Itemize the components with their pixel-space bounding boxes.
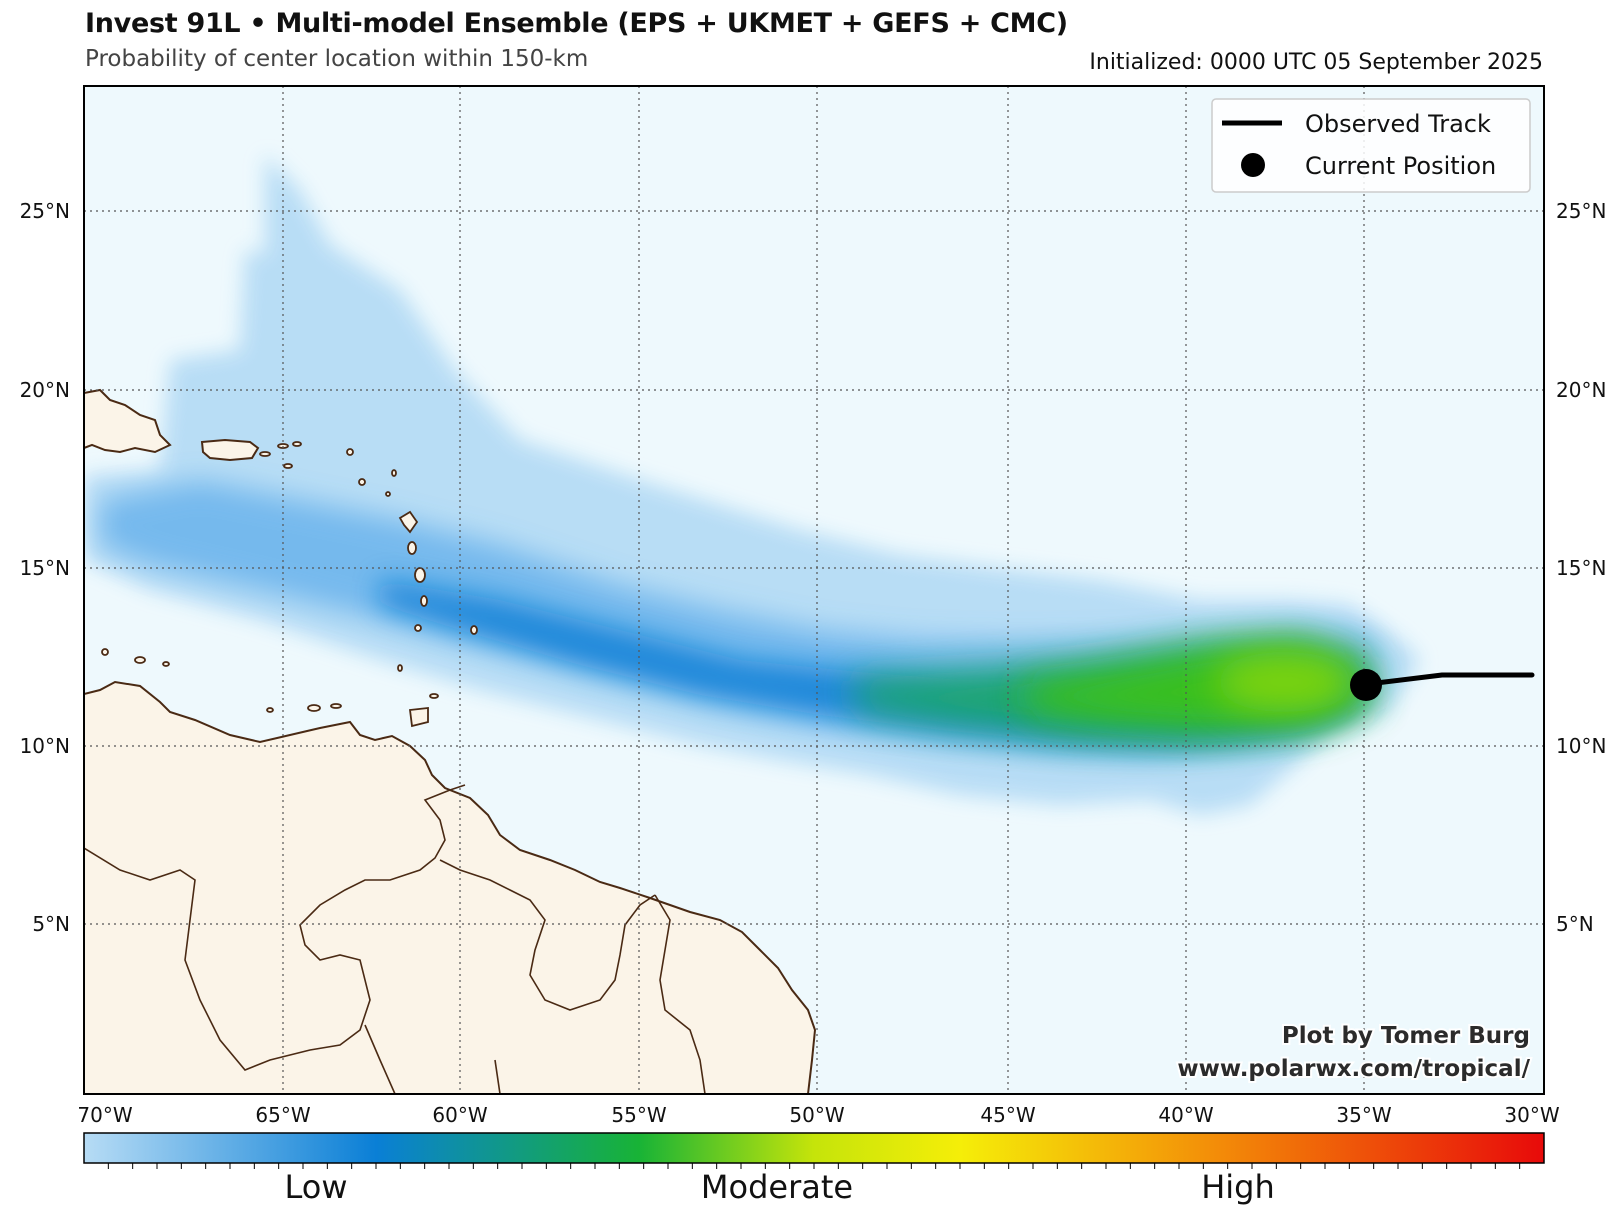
colorbar-label-low: Low [284,1168,348,1206]
lon-label: 60°W [432,1103,487,1127]
lon-label: 55°W [611,1103,666,1127]
map-title: Invest 91L • Multi-model Ensemble (EPS +… [85,8,1068,39]
lat-tick-labels-right: 25°N 20°N 15°N 10°N 5°N [1556,199,1606,936]
legend-position-swatch [1241,153,1265,177]
colorbar-label-high: High [1201,1168,1275,1206]
lon-label: 70°W [77,1103,132,1127]
observed-track-line [1365,672,1535,687]
colorbar-ticks [107,1163,1521,1169]
lon-label: 45°W [980,1103,1035,1127]
lat-tick-labels-left: 25°N 20°N 15°N 10°N 5°N [20,199,70,936]
lon-label: 30°W [1504,1103,1559,1127]
current-position-marker [1350,669,1382,701]
lat-label: 15°N [1556,556,1606,580]
legend: Observed Track Current Position [1211,98,1531,193]
lon-tick-labels: 70°W 65°W 60°W 55°W 50°W 45°W 40°W 35°W … [77,1103,1559,1127]
land-south-america [84,680,817,1094]
probability-swath-peak [1215,652,1355,712]
lat-label: 25°N [20,199,70,223]
lon-label: 35°W [1336,1103,1391,1127]
credit-author: Plot by Tomer Burg [1282,1023,1530,1049]
lat-label: 15°N [20,556,70,580]
colorbar [83,1132,1545,1169]
graticule [84,86,1544,1094]
lat-label: 10°N [20,734,70,758]
lat-label: 25°N [1556,199,1606,223]
legend-current-position: Current Position [1305,152,1496,180]
initialized-time: Initialized: 0000 UTC 05 September 2025 [1089,50,1543,75]
country-borders [84,784,706,1094]
land-hispaniola [84,388,172,454]
lon-label: 50°W [789,1103,844,1127]
lat-label: 20°N [1556,378,1606,402]
land-puerto-rico [200,438,260,462]
map-subtitle: Probability of center location within 15… [85,46,589,72]
colorbar-label-moderate: Moderate [700,1168,854,1206]
lat-label: 5°N [32,912,70,936]
map-frame [83,85,1545,1095]
lon-label: 40°W [1158,1103,1213,1127]
lat-label: 5°N [1556,912,1594,936]
land-lesser-antilles [101,441,478,728]
colorbar-gradient [83,1132,1545,1164]
lat-label: 20°N [20,378,70,402]
lon-label: 65°W [255,1103,310,1127]
legend-observed-track: Observed Track [1305,110,1491,138]
credit-url: www.polarwx.com/tropical/ [1177,1056,1530,1082]
lat-label: 10°N [1556,734,1606,758]
